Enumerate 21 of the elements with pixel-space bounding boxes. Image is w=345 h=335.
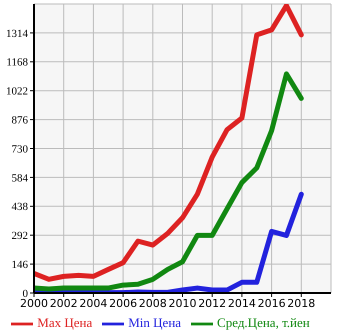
y-tick-label: 146 bbox=[12, 259, 28, 272]
legend-label: Max Цена bbox=[37, 314, 92, 330]
x-tick-label: 2010 bbox=[168, 296, 196, 310]
x-tick-label: 2006 bbox=[109, 296, 138, 310]
x-tick-label: 2018 bbox=[287, 296, 316, 310]
y-tick-label: 1022 bbox=[6, 86, 28, 98]
y-tick-label: 876 bbox=[12, 114, 28, 127]
legend-label: Min Цена bbox=[128, 314, 182, 330]
x-tick-label: 2014 bbox=[228, 296, 256, 310]
x-tick-label: 2012 bbox=[198, 296, 226, 310]
legend-label: Сред.Цена, т.йен bbox=[217, 314, 310, 330]
y-tick-label: 292 bbox=[12, 230, 28, 242]
y-tick-label: 438 bbox=[12, 201, 28, 214]
y-tick-label: 1314 bbox=[6, 28, 28, 40]
x-tick-label: 2016 bbox=[258, 296, 286, 310]
x-tick-label: 2004 bbox=[79, 296, 108, 310]
y-tick-label: 584 bbox=[12, 172, 28, 184]
y-tick-label: 1168 bbox=[6, 56, 28, 69]
x-tick-label: 2002 bbox=[50, 296, 78, 310]
y-tick-label: 730 bbox=[12, 143, 28, 156]
x-tick-label: 2008 bbox=[138, 296, 167, 310]
